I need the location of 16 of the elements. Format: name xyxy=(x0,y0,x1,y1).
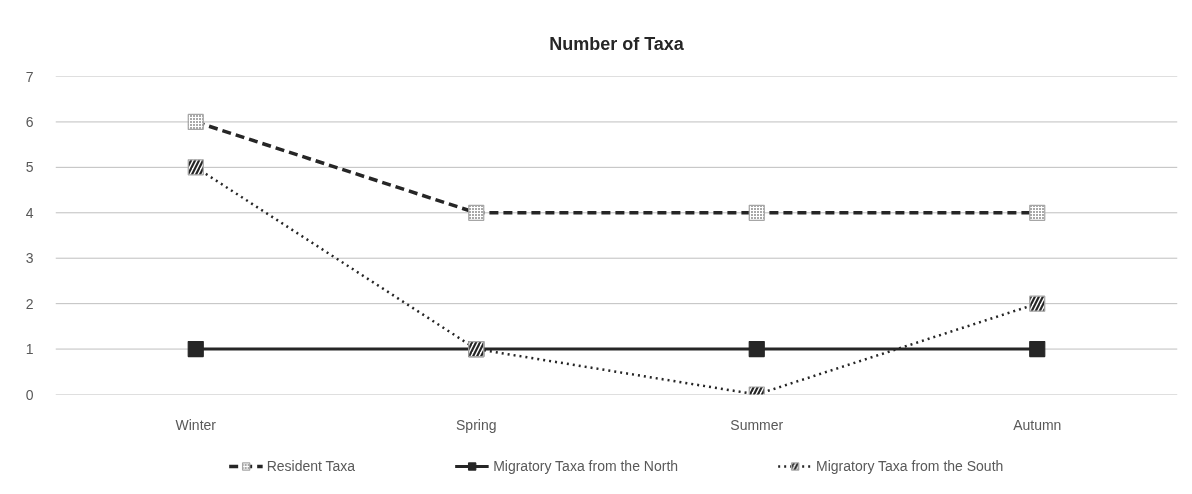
y-tick-label: 5 xyxy=(25,159,34,176)
y-tick-label: 4 xyxy=(25,204,34,221)
y-tick-label: 6 xyxy=(25,113,34,130)
legend-label: Migratory Taxa from the North xyxy=(493,458,679,474)
x-tick-label: Winter xyxy=(175,416,217,433)
legend-label: Migratory Taxa from the South xyxy=(816,458,1004,474)
y-tick-label: 0 xyxy=(25,386,34,403)
chart-title: Number of Taxa xyxy=(549,33,685,54)
x-tick-label: Autumn xyxy=(1013,416,1062,433)
y-tick-label: 2 xyxy=(25,295,34,312)
x-tick-label: Summer xyxy=(730,416,784,433)
y-tick-label: 1 xyxy=(25,341,34,358)
x-tick-label: Spring xyxy=(456,416,497,433)
y-tick-label: 3 xyxy=(25,250,34,267)
y-tick-label: 7 xyxy=(25,68,34,85)
legend-label: Resident Taxa xyxy=(266,458,356,474)
